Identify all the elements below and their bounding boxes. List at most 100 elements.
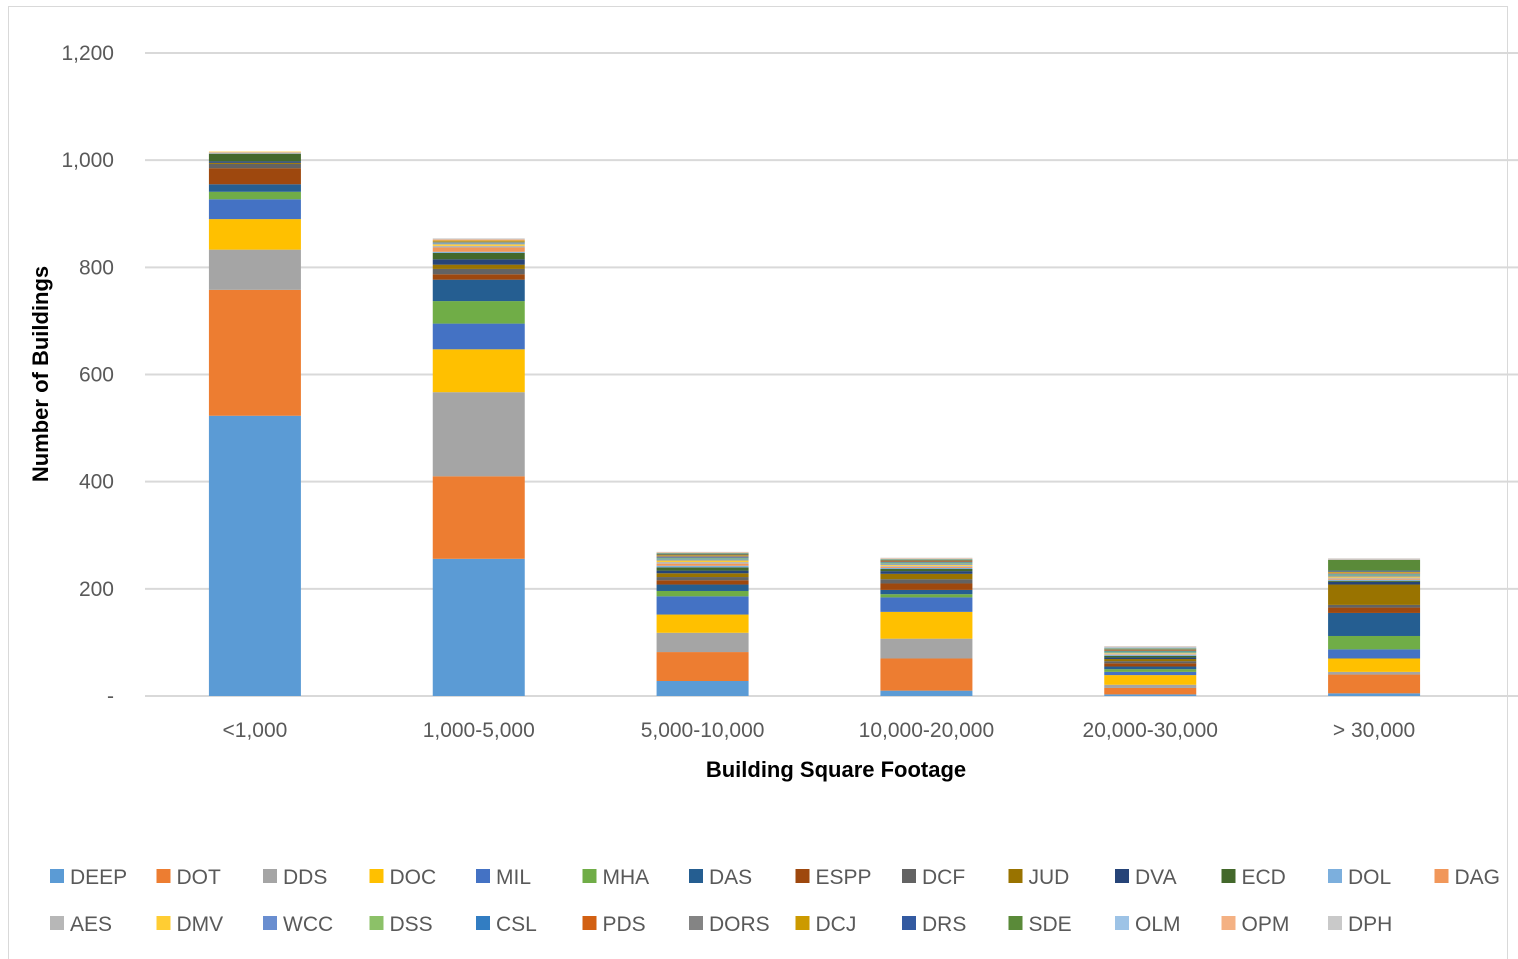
bar-segment-dot xyxy=(880,658,973,691)
legend-label: PDS xyxy=(603,913,646,936)
bar-segment-opm xyxy=(432,239,525,241)
legend-label: DORS xyxy=(709,913,770,936)
legend-item-ecd: ECD xyxy=(1221,866,1286,889)
bar-segment-dol xyxy=(656,565,749,568)
bar-segment-dag xyxy=(880,566,973,568)
bar-segment-dds xyxy=(1328,671,1421,675)
legend-swatch xyxy=(1115,869,1129,883)
bar-segment-dors xyxy=(432,241,525,243)
x-tick-label: > 30,000 xyxy=(1333,719,1415,742)
bar-segment-dds xyxy=(656,632,749,653)
bar-segment-mha xyxy=(1328,635,1421,650)
legend-label: DDS xyxy=(283,866,327,889)
bar-segment-espp xyxy=(1104,663,1197,667)
bar-segment-dag xyxy=(1328,578,1421,580)
bar-segment-opm xyxy=(656,552,749,553)
bar-segment-dcf xyxy=(880,579,973,584)
bar-segment-pds xyxy=(1328,573,1421,574)
bar-segment-dol xyxy=(208,153,301,154)
bar-segment-das xyxy=(656,584,749,591)
bar-segment-csl xyxy=(656,557,749,559)
legend-swatch xyxy=(369,869,384,883)
legend-label: ECD xyxy=(1242,866,1286,889)
legend-item-dcf: DCF xyxy=(902,866,965,889)
bar-segment-mha xyxy=(1104,669,1197,672)
bar-segment-aes xyxy=(1104,653,1197,655)
bar-segment-espp xyxy=(880,583,973,590)
bar-segment-dag xyxy=(1104,654,1197,655)
legend-item-dss: DSS xyxy=(369,913,433,936)
bar-segment-dot xyxy=(1104,687,1197,695)
bar-segment-ecd xyxy=(1104,655,1197,658)
legend-label: DPH xyxy=(1348,913,1392,936)
legend-item-opm: OPM xyxy=(1221,913,1289,936)
y-axis-ticks: - 200 400 600 800 1,000 1,200 xyxy=(61,42,114,708)
bar-segment-dmv xyxy=(432,244,525,246)
legend-swatch xyxy=(50,869,64,883)
legend-swatch xyxy=(476,869,490,883)
y-tick-label: 1,000 xyxy=(61,149,114,172)
bar-segment-pds xyxy=(880,561,973,563)
y-tick-label: 200 xyxy=(79,578,114,601)
bar-segment-jud xyxy=(1104,659,1197,662)
bar-segment-dol xyxy=(880,567,973,570)
bar-segment-dmv xyxy=(656,560,749,563)
bar-segment-dds xyxy=(208,249,301,290)
legend-swatch xyxy=(1221,869,1236,883)
bar-segment-doc xyxy=(1104,675,1197,685)
x-tick-label: 5,000-10,000 xyxy=(641,719,765,742)
legend-item-csl: CSL xyxy=(476,913,537,936)
legend-item-espp: ESPP xyxy=(795,866,872,889)
bar-segment-sde xyxy=(880,559,973,560)
legend-item-dot: DOT xyxy=(156,866,221,889)
y-tick-label: 600 xyxy=(79,364,114,387)
legend-label: DCJ xyxy=(816,913,857,936)
bar-segment-dph xyxy=(1328,558,1421,559)
legend-item-drs: DRS xyxy=(902,913,966,936)
bar-segment-doc xyxy=(656,614,749,633)
legend-label: MHA xyxy=(603,866,650,889)
legend-swatch xyxy=(263,869,277,883)
legend-label: DVA xyxy=(1135,866,1177,889)
bar-segment-dot xyxy=(656,652,749,681)
bar-segment-sde xyxy=(656,553,749,555)
bar-segment-csl xyxy=(1328,573,1421,575)
y-tick-label: 1,200 xyxy=(61,42,114,65)
legend-swatch xyxy=(1328,869,1342,883)
x-tick-label: <1,000 xyxy=(223,719,288,742)
bar-segment-mil xyxy=(656,596,749,615)
legend-item-sde: SDE xyxy=(1008,913,1072,936)
bar-segment-olm xyxy=(1104,647,1197,649)
legend-swatch xyxy=(902,916,916,930)
legend-item-wcc: WCC xyxy=(263,913,333,936)
bar-segment-aes xyxy=(880,565,973,567)
bar-segment-deep xyxy=(432,558,525,696)
legend-swatch xyxy=(263,916,277,930)
legend-label: DOL xyxy=(1348,866,1391,889)
bar-segment-dph xyxy=(432,238,525,240)
bar-segment-deep xyxy=(1104,694,1197,696)
legend-swatch xyxy=(795,869,810,883)
bar-segment-dcf xyxy=(432,268,525,275)
bar-segment-dcj xyxy=(432,240,525,242)
bar-segment-dol xyxy=(1328,579,1421,581)
bar-segment-dva xyxy=(432,259,525,265)
bar-segment-wcc xyxy=(656,559,749,561)
bar-segment-olm xyxy=(880,558,973,560)
bar-segment-espp xyxy=(208,168,301,185)
bar-segment-mil xyxy=(1104,671,1197,676)
bar-segment-dva xyxy=(1328,581,1421,585)
legend-item-dol: DOL xyxy=(1328,866,1391,889)
bar-segment-das xyxy=(432,279,525,302)
bar-segment-dot xyxy=(432,476,525,559)
bar-segment-ecd xyxy=(432,252,525,260)
legend-item-pds: PDS xyxy=(582,913,646,936)
bar-segment-dmv xyxy=(208,151,301,153)
bar-segment-dss xyxy=(1104,651,1197,653)
x-tick-label: 1,000-5,000 xyxy=(423,719,535,742)
legend-item-aes: AES xyxy=(50,913,112,936)
bar-segment-dol xyxy=(432,251,525,253)
bar-segment-drs xyxy=(880,559,973,561)
bar-segment-dss xyxy=(656,558,749,560)
